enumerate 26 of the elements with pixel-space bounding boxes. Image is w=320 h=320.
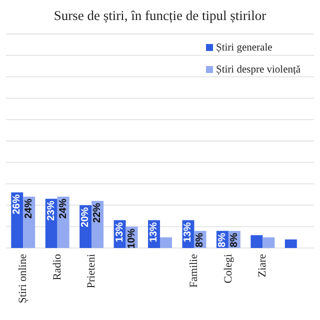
bar — [262, 237, 275, 248]
data-label: 23% — [46, 200, 57, 221]
bar — [160, 237, 172, 248]
x-tick-label: Familie — [188, 254, 200, 288]
data-label: 8% — [194, 232, 206, 248]
x-tick-label: Ziare — [256, 254, 269, 278]
data-label: 24% — [58, 198, 69, 219]
x-tick-label: Radio — [51, 254, 64, 280]
data-label: 13% — [148, 222, 160, 242]
data-label: 8% — [216, 232, 228, 248]
bar — [284, 239, 297, 248]
data-label: 26% — [12, 194, 23, 214]
data-label: 10% — [126, 228, 138, 249]
data-label: 8% — [228, 232, 240, 248]
data-label: 20% — [80, 207, 92, 228]
x-tick-label: Prieteni — [86, 254, 98, 288]
data-label: 22% — [92, 202, 104, 223]
legend-label: Știri despre violență — [216, 64, 301, 76]
x-tick-label: Știri online — [17, 254, 30, 304]
data-label: 13% — [114, 222, 126, 242]
chart-title: Surse de știri, în funcție de tipul știrilor — [54, 8, 267, 23]
x-tick-label: Colegi — [222, 254, 234, 284]
data-label: 13% — [182, 222, 194, 242]
legend-label: Știri generale — [216, 42, 273, 54]
bar — [250, 235, 263, 248]
data-label: 24% — [24, 198, 35, 219]
